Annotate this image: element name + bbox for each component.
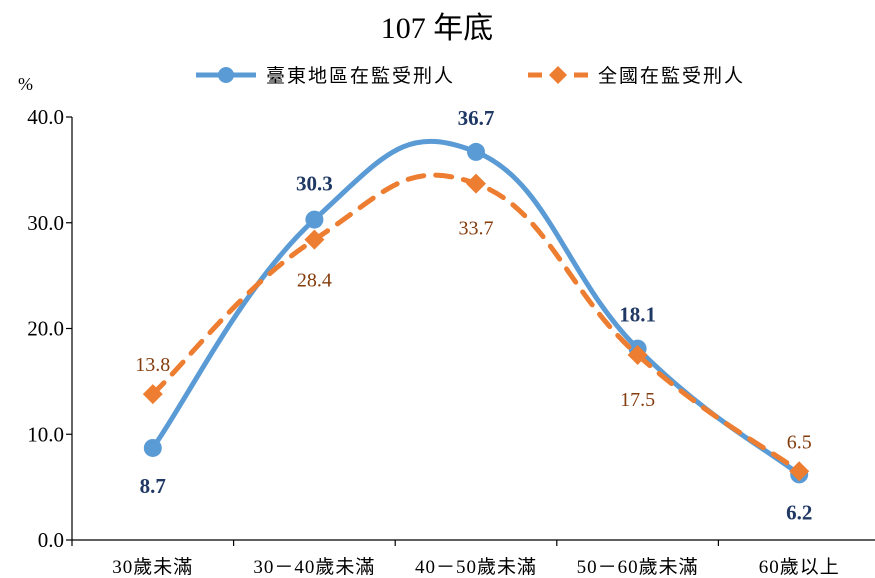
legend-marker-national (549, 66, 567, 84)
data-point (789, 461, 810, 482)
data-label: 33.7 (459, 218, 494, 240)
y-tick-label: 0.0 (38, 528, 64, 552)
data-label: 18.1 (619, 303, 656, 327)
y-axis: 0.0 10.0 20.0 30.0 40.0 (27, 105, 73, 552)
legend-item-taitung: 臺東地區在監受刑人 (196, 65, 455, 87)
data-point (466, 173, 486, 194)
chart-title: 107 年底 (381, 12, 494, 45)
data-labels: 8.7 30.3 36.7 18.1 6.2 13.8 28.4 33.7 17.5 6.5 (135, 106, 812, 525)
y-tick-label: 10.0 (27, 422, 64, 446)
data-point (467, 142, 485, 161)
y-tick-label: 20.0 (27, 317, 64, 341)
data-label: 6.2 (786, 500, 812, 524)
y-tick-label: 30.0 (27, 211, 64, 235)
data-point (304, 229, 325, 250)
data-label: 13.8 (135, 354, 170, 376)
x-category-label: 30－40歲未滿 (253, 556, 375, 578)
data-label: 36.7 (458, 106, 495, 130)
legend-item-national: 全國在監受刑人 (528, 65, 745, 87)
data-point (627, 344, 648, 365)
x-axis: 30歲未滿 30－40歲未滿 40－50歲未滿 50－60歲未滿 60歲以上 (71, 539, 875, 578)
data-point (143, 438, 162, 457)
x-category-label: 30歲未滿 (112, 556, 193, 578)
y-unit-label: % (18, 74, 33, 94)
series-layer (142, 138, 810, 484)
legend-marker-taitung (218, 67, 234, 83)
y-tick-label: 40.0 (27, 105, 64, 129)
data-label: 30.3 (296, 172, 333, 196)
data-point (142, 384, 163, 405)
legend: 臺東地區在監受刑人 全國在監受刑人 (196, 65, 745, 87)
data-label: 17.5 (620, 389, 655, 411)
x-category-label: 60歲以上 (759, 556, 840, 578)
data-label: 28.4 (297, 270, 332, 292)
data-point (305, 210, 324, 229)
x-category-label: 50－60歲未滿 (577, 556, 699, 578)
legend-label-national: 全國在監受刑人 (598, 65, 745, 87)
x-category-label: 40－50歲未滿 (415, 556, 537, 578)
data-label: 6.5 (787, 431, 812, 453)
data-label: 8.7 (140, 474, 166, 498)
legend-label-taitung: 臺東地區在監受刑人 (266, 65, 455, 87)
